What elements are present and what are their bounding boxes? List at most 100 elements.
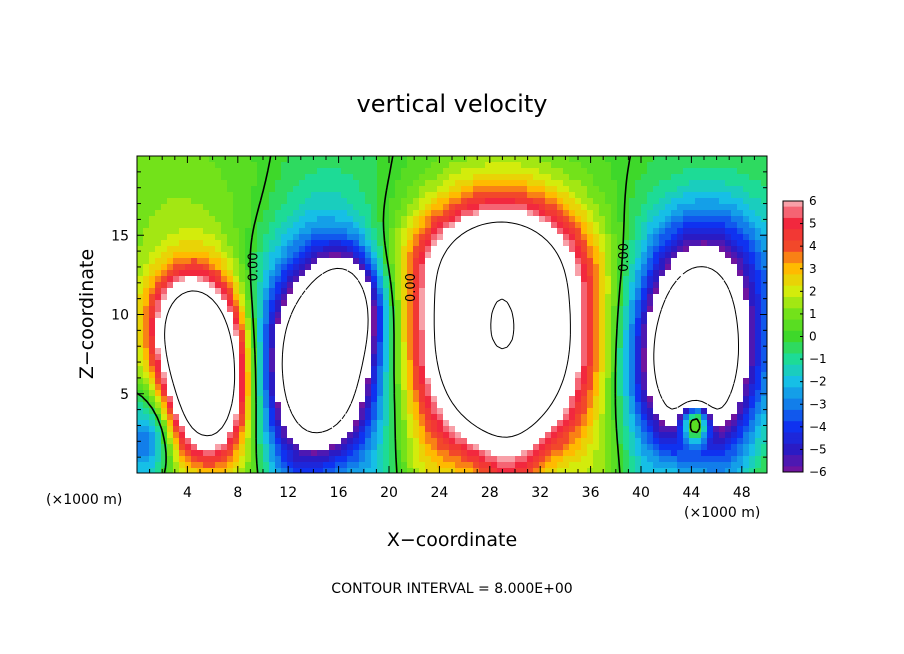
- heat-cell: [491, 156, 498, 163]
- heat-cell: [689, 270, 696, 277]
- heat-cell: [233, 228, 240, 235]
- heat-cell: [653, 330, 660, 337]
- heat-cell: [311, 342, 318, 349]
- heat-cell: [683, 204, 690, 211]
- heat-cell: [491, 294, 498, 301]
- heat-cell: [203, 156, 210, 163]
- heat-cell: [185, 204, 192, 211]
- heat-cell: [497, 330, 504, 337]
- heat-cell: [521, 324, 528, 331]
- heat-cell: [485, 288, 492, 295]
- heat-cell: [305, 402, 312, 409]
- heat-cell: [239, 432, 246, 439]
- heat-cell: [311, 180, 318, 187]
- heat-cell: [659, 222, 666, 229]
- heat-cell: [713, 384, 720, 391]
- heat-cell: [671, 168, 678, 175]
- heat-cell: [485, 258, 492, 265]
- heat-cell: [269, 216, 276, 223]
- heat-cell: [395, 432, 402, 439]
- heat-cell: [251, 288, 258, 295]
- heat-cell: [173, 330, 180, 337]
- heat-cell: [653, 408, 660, 415]
- heat-cell: [395, 420, 402, 427]
- heat-cell: [521, 432, 528, 439]
- heat-cell: [377, 294, 384, 301]
- heat-cell: [185, 192, 192, 199]
- heat-cell: [701, 414, 708, 421]
- heat-cell: [755, 402, 762, 409]
- heat-cell: [185, 174, 192, 181]
- heat-cell: [245, 294, 252, 301]
- heat-cell: [713, 264, 720, 271]
- heat-cell: [197, 420, 204, 427]
- heat-cell: [191, 228, 198, 235]
- heat-cell: [353, 174, 360, 181]
- heat-cell: [599, 162, 606, 169]
- heat-cell: [425, 288, 432, 295]
- heat-cell: [371, 354, 378, 361]
- heat-cell: [581, 282, 588, 289]
- heat-cell: [395, 216, 402, 223]
- heat-cell: [755, 384, 762, 391]
- heat-cell: [329, 210, 336, 217]
- heat-cell: [521, 246, 528, 253]
- heat-cell: [623, 210, 630, 217]
- heat-cell: [569, 198, 576, 205]
- heat-cell: [227, 336, 234, 343]
- heat-cell: [371, 438, 378, 445]
- heat-cell: [575, 432, 582, 439]
- heat-cell: [179, 324, 186, 331]
- heat-cell: [329, 162, 336, 169]
- heat-cell: [143, 378, 150, 385]
- heat-cell: [569, 342, 576, 349]
- heat-cell: [509, 258, 516, 265]
- heat-cell: [737, 300, 744, 307]
- heat-cell: [701, 390, 708, 397]
- heat-cell: [533, 354, 540, 361]
- heat-cell: [335, 258, 342, 265]
- heat-cell: [197, 186, 204, 193]
- heat-cell: [641, 294, 648, 301]
- heat-cell: [317, 300, 324, 307]
- heat-cell: [341, 186, 348, 193]
- heat-cell: [419, 396, 426, 403]
- heat-cell: [257, 252, 264, 259]
- heat-cell: [413, 294, 420, 301]
- heat-cell: [581, 330, 588, 337]
- heat-cell: [551, 186, 558, 193]
- heat-cell: [299, 234, 306, 241]
- heat-cell: [461, 438, 468, 445]
- heat-cell: [239, 318, 246, 325]
- heat-cell: [599, 228, 606, 235]
- heat-cell: [473, 330, 480, 337]
- heat-cell: [371, 324, 378, 331]
- heat-cell: [581, 372, 588, 379]
- heat-cell: [653, 312, 660, 319]
- heat-cell: [437, 330, 444, 337]
- heat-cell: [191, 264, 198, 271]
- heat-cell: [251, 240, 258, 247]
- heat-cell: [149, 324, 156, 331]
- heat-cell: [389, 204, 396, 211]
- heat-cell: [137, 162, 144, 169]
- heat-cell: [335, 360, 342, 367]
- heat-cell: [335, 234, 342, 241]
- heat-cell: [203, 420, 210, 427]
- heat-cell: [389, 198, 396, 205]
- heat-cell: [275, 240, 282, 247]
- heat-cell: [539, 318, 546, 325]
- heat-cell: [467, 438, 474, 445]
- heat-cell: [509, 390, 516, 397]
- heat-cell: [311, 402, 318, 409]
- heat-cell: [515, 432, 522, 439]
- heat-cell: [509, 324, 516, 331]
- heat-cell: [563, 390, 570, 397]
- heat-cell: [647, 390, 654, 397]
- heat-cell: [725, 174, 732, 181]
- heat-cell: [179, 198, 186, 205]
- heat-cell: [623, 372, 630, 379]
- heat-cell: [407, 372, 414, 379]
- heat-cell: [329, 204, 336, 211]
- heat-cell: [593, 306, 600, 313]
